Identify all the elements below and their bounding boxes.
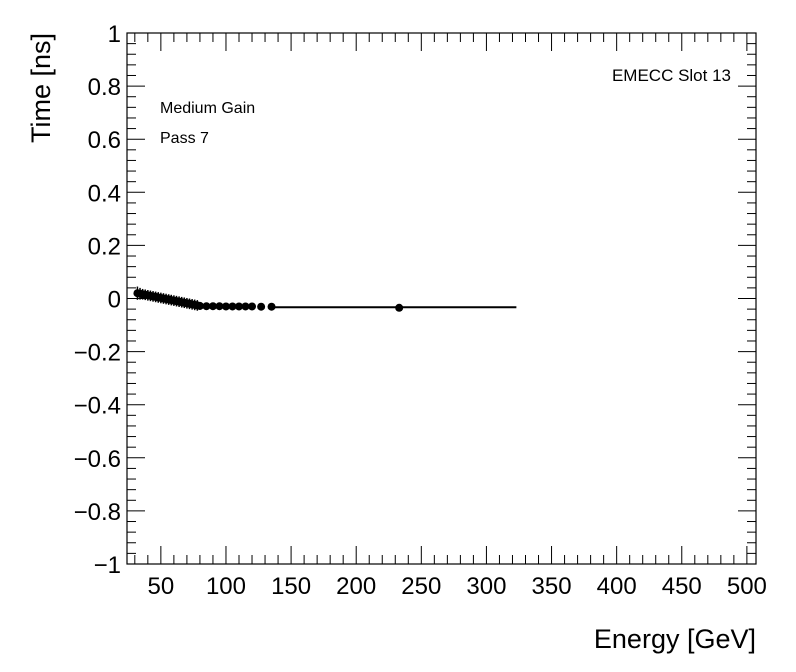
annotation-slot: EMECC Slot 13 xyxy=(612,66,731,85)
x-tick-label: 150 xyxy=(271,573,311,600)
x-tick-label: 250 xyxy=(401,573,441,600)
x-axis-label: Energy [GeV] xyxy=(594,624,756,654)
data-point xyxy=(215,302,224,311)
y-tick-label: −1 xyxy=(94,552,121,579)
y-tick-label: −0.8 xyxy=(74,499,121,526)
x-tick-label: 200 xyxy=(336,573,376,600)
x-axis-tick-labels: 50 100 150 200 250 300 350 400 450 500 xyxy=(148,573,767,600)
x-tick-label: 350 xyxy=(532,573,572,600)
data-point xyxy=(228,302,237,311)
data-points xyxy=(133,289,404,312)
data-point xyxy=(257,302,266,311)
x-tick-label: 100 xyxy=(206,573,246,600)
data-point xyxy=(208,302,217,311)
x-tick-label: 50 xyxy=(148,573,175,600)
y-tick-label: 0.6 xyxy=(88,127,121,154)
data-point xyxy=(267,302,276,311)
y-axis-ticks xyxy=(127,32,756,565)
x-tick-label: 500 xyxy=(727,573,767,600)
x-tick-label: 450 xyxy=(662,573,702,600)
data-point xyxy=(248,302,257,311)
data-point xyxy=(195,301,204,310)
y-tick-label: 0 xyxy=(108,287,121,314)
x-axis-ticks xyxy=(134,33,748,564)
y-tick-label: 0.4 xyxy=(88,180,121,207)
y-tick-label: −0.4 xyxy=(74,393,121,420)
data-point xyxy=(241,302,250,311)
y-tick-label: −0.6 xyxy=(74,446,121,473)
data-point xyxy=(221,302,230,311)
x-tick-label: 400 xyxy=(597,573,637,600)
y-tick-label: 1 xyxy=(108,21,121,48)
annotation-gain: Medium Gain xyxy=(160,100,255,117)
y-tick-label: −0.2 xyxy=(74,340,121,367)
annotation-pass: Pass 7 xyxy=(160,130,209,147)
y-tick-label: 0.8 xyxy=(88,74,121,101)
y-axis-label: Time [ns] xyxy=(26,33,56,143)
x-tick-label: 300 xyxy=(466,573,506,600)
data-point xyxy=(395,303,404,312)
y-axis-tick-labels: −1 −0.8 −0.6 −0.4 −0.2 0 0.2 0.4 0.6 0.8 1 xyxy=(74,21,121,579)
data-point xyxy=(202,302,211,311)
data-point xyxy=(234,302,243,311)
y-tick-label: 0.2 xyxy=(88,233,121,260)
